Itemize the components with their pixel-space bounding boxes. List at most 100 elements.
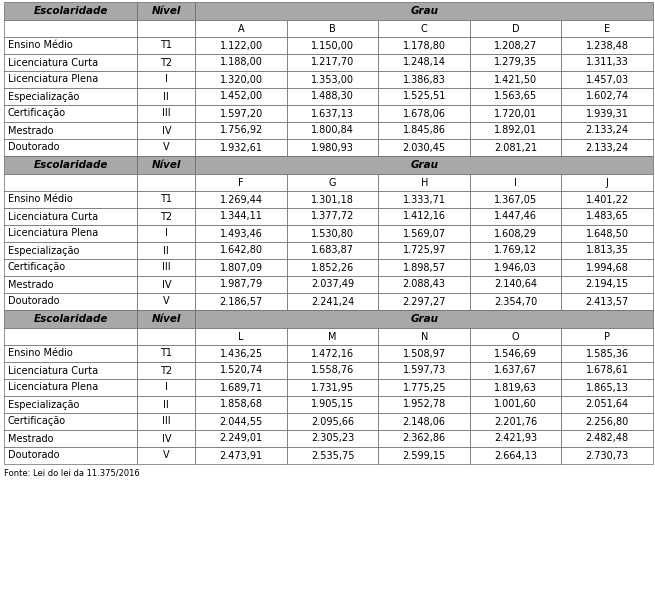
Bar <box>195 71 287 88</box>
Text: Nível: Nível <box>151 314 181 324</box>
Text: I: I <box>514 177 517 187</box>
Bar <box>137 20 195 37</box>
Text: Doutorado: Doutorado <box>8 296 60 307</box>
Bar <box>195 379 287 396</box>
Text: 1.892,01: 1.892,01 <box>495 125 537 135</box>
Text: 2.249,01: 2.249,01 <box>219 433 263 444</box>
Text: 1.731,95: 1.731,95 <box>311 382 354 392</box>
Text: 1.720,01: 1.720,01 <box>494 108 537 119</box>
Bar <box>379 293 470 310</box>
Text: 1.367,05: 1.367,05 <box>494 195 537 204</box>
Bar <box>4 71 137 88</box>
Text: T2: T2 <box>160 58 172 67</box>
Text: 2.482,48: 2.482,48 <box>586 433 629 444</box>
Text: F: F <box>238 177 244 187</box>
Text: Doutorado: Doutorado <box>8 450 60 460</box>
Text: 1.269,44: 1.269,44 <box>219 195 263 204</box>
Bar <box>561 362 653 379</box>
Text: Mestrado: Mestrado <box>8 125 54 135</box>
Text: 1.217,70: 1.217,70 <box>311 58 354 67</box>
Text: Especialização: Especialização <box>8 92 79 102</box>
Text: 1.493,46: 1.493,46 <box>220 228 263 239</box>
Bar <box>379 328 470 345</box>
Bar <box>379 37 470 54</box>
Bar <box>195 362 287 379</box>
Bar <box>379 447 470 464</box>
Bar <box>195 413 287 430</box>
Text: M: M <box>328 332 337 341</box>
Text: 1.813,35: 1.813,35 <box>586 245 629 255</box>
Text: Certificação: Certificação <box>8 417 66 427</box>
Text: III: III <box>162 108 170 119</box>
Bar <box>379 345 470 362</box>
Bar <box>137 71 195 88</box>
Text: 2.081,21: 2.081,21 <box>494 143 537 152</box>
Text: Fonte: Lei do lei da 11.375/2016: Fonte: Lei do lei da 11.375/2016 <box>4 468 140 477</box>
Text: 1.807,09: 1.807,09 <box>219 263 263 272</box>
Text: 1.585,36: 1.585,36 <box>586 348 629 359</box>
Bar <box>470 122 561 139</box>
Text: Especialização: Especialização <box>8 245 79 255</box>
Text: Certificação: Certificação <box>8 108 66 119</box>
Bar <box>287 37 379 54</box>
Bar <box>379 430 470 447</box>
Text: Licenciatura Curta: Licenciatura Curta <box>8 58 98 67</box>
Text: 1.769,12: 1.769,12 <box>494 245 537 255</box>
Text: 2.030,45: 2.030,45 <box>403 143 446 152</box>
Bar <box>137 37 195 54</box>
Bar <box>4 430 137 447</box>
Text: I: I <box>165 75 168 84</box>
Text: 2.256,80: 2.256,80 <box>586 417 629 427</box>
Text: 1.178,80: 1.178,80 <box>403 40 446 51</box>
Bar <box>287 447 379 464</box>
Text: 1.483,65: 1.483,65 <box>586 212 629 222</box>
Bar <box>4 54 137 71</box>
Text: Escolaridade: Escolaridade <box>33 314 107 324</box>
Bar <box>470 174 561 191</box>
Text: 1.530,80: 1.530,80 <box>311 228 354 239</box>
Text: 1.678,61: 1.678,61 <box>586 365 629 376</box>
Text: Grau: Grau <box>410 160 438 170</box>
Text: Nível: Nível <box>151 6 181 16</box>
Bar <box>137 345 195 362</box>
Text: 2.297,27: 2.297,27 <box>402 296 446 307</box>
Text: 1.642,80: 1.642,80 <box>219 245 263 255</box>
Bar <box>195 396 287 413</box>
Text: 1.683,87: 1.683,87 <box>311 245 354 255</box>
Bar <box>195 447 287 464</box>
Text: II: II <box>163 92 169 102</box>
Text: 1.311,33: 1.311,33 <box>586 58 629 67</box>
Bar <box>561 242 653 259</box>
Text: 1.905,15: 1.905,15 <box>311 400 354 409</box>
Bar <box>195 310 653 328</box>
Text: 1.488,30: 1.488,30 <box>311 92 354 102</box>
Text: IV: IV <box>162 280 171 289</box>
Bar <box>470 293 561 310</box>
Bar <box>137 379 195 396</box>
Bar <box>379 225 470 242</box>
Bar <box>287 54 379 71</box>
Bar <box>195 54 287 71</box>
Text: 1.775,25: 1.775,25 <box>402 382 446 392</box>
Bar <box>287 276 379 293</box>
Text: 1.150,00: 1.150,00 <box>311 40 354 51</box>
Bar <box>287 413 379 430</box>
Bar <box>4 379 137 396</box>
Bar <box>561 88 653 105</box>
Bar <box>4 191 137 208</box>
Bar <box>4 345 137 362</box>
Text: 1.637,13: 1.637,13 <box>311 108 354 119</box>
Text: N: N <box>421 332 428 341</box>
Bar <box>137 225 195 242</box>
Text: 1.845,86: 1.845,86 <box>403 125 446 135</box>
Text: T1: T1 <box>160 195 172 204</box>
Text: 1.819,63: 1.819,63 <box>495 382 537 392</box>
Bar <box>4 413 137 430</box>
Bar <box>137 413 195 430</box>
Bar <box>379 174 470 191</box>
Bar <box>195 105 287 122</box>
Text: 2.599,15: 2.599,15 <box>403 450 446 460</box>
Bar <box>4 20 137 37</box>
Bar <box>379 71 470 88</box>
Text: 2.535,75: 2.535,75 <box>311 450 354 460</box>
